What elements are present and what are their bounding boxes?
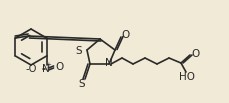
Text: O: O <box>191 49 199 59</box>
Text: N: N <box>42 64 49 74</box>
Text: N: N <box>105 58 113 68</box>
Text: O: O <box>56 62 64 72</box>
Text: -O: -O <box>25 64 37 74</box>
Text: S: S <box>79 79 85 89</box>
Text: +: + <box>46 62 52 68</box>
Text: O: O <box>121 30 129 40</box>
Text: HO: HO <box>179 72 195 82</box>
Text: S: S <box>75 46 82 56</box>
